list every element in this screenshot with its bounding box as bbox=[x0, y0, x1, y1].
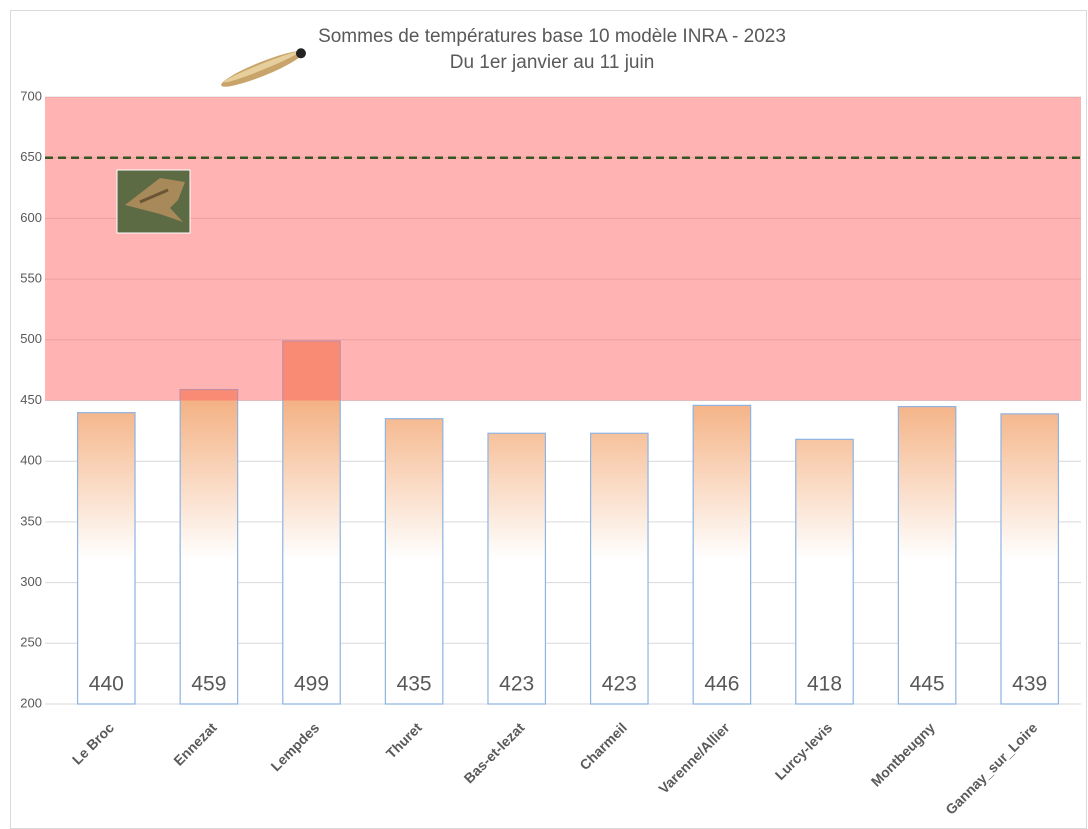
y-tick-label: 450 bbox=[20, 392, 42, 407]
y-tick-label: 300 bbox=[20, 574, 42, 589]
bar bbox=[78, 413, 135, 704]
chart-title: Sommes de températures base 10 modèle IN… bbox=[318, 26, 786, 47]
data-label: 440 bbox=[89, 673, 124, 696]
data-label: 423 bbox=[499, 673, 534, 696]
data-label: 445 bbox=[910, 673, 945, 696]
bar bbox=[488, 433, 545, 704]
chart: 200250300350400450500550600650700440Le B… bbox=[0, 0, 1088, 829]
data-label: 418 bbox=[807, 673, 842, 696]
data-label: 499 bbox=[294, 673, 329, 696]
data-label: 446 bbox=[704, 673, 739, 696]
data-label: 435 bbox=[397, 673, 432, 696]
y-tick-label: 500 bbox=[20, 331, 42, 346]
y-tick-label: 550 bbox=[20, 271, 42, 286]
bar bbox=[385, 419, 442, 704]
moth-photo bbox=[117, 170, 190, 233]
y-tick-label: 200 bbox=[20, 695, 42, 710]
bar bbox=[693, 405, 750, 704]
reference-band bbox=[45, 97, 1081, 401]
bar bbox=[180, 390, 237, 704]
bar bbox=[1001, 414, 1058, 704]
bar bbox=[796, 439, 853, 704]
data-label: 459 bbox=[191, 673, 226, 696]
data-label: 423 bbox=[602, 673, 637, 696]
y-tick-label: 250 bbox=[20, 635, 42, 650]
y-tick-label: 600 bbox=[20, 210, 42, 225]
bar bbox=[898, 407, 955, 704]
y-tick-label: 700 bbox=[20, 88, 42, 103]
data-label: 439 bbox=[1012, 673, 1047, 696]
y-tick-label: 350 bbox=[20, 513, 42, 528]
chart-subtitle: Du 1er janvier au 11 juin bbox=[450, 52, 655, 73]
y-tick-label: 400 bbox=[20, 453, 42, 468]
y-tick-label: 650 bbox=[20, 149, 42, 164]
bar bbox=[591, 433, 648, 704]
